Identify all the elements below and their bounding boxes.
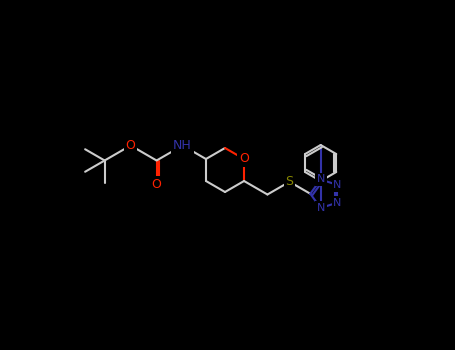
Text: S: S [286, 175, 293, 188]
Text: N: N [317, 175, 325, 184]
Text: O: O [152, 178, 162, 191]
Text: O: O [126, 139, 136, 152]
Text: N: N [333, 180, 342, 190]
Text: O: O [239, 153, 249, 166]
Text: NH: NH [173, 139, 192, 152]
Text: N: N [317, 203, 325, 213]
Text: N: N [333, 197, 342, 208]
